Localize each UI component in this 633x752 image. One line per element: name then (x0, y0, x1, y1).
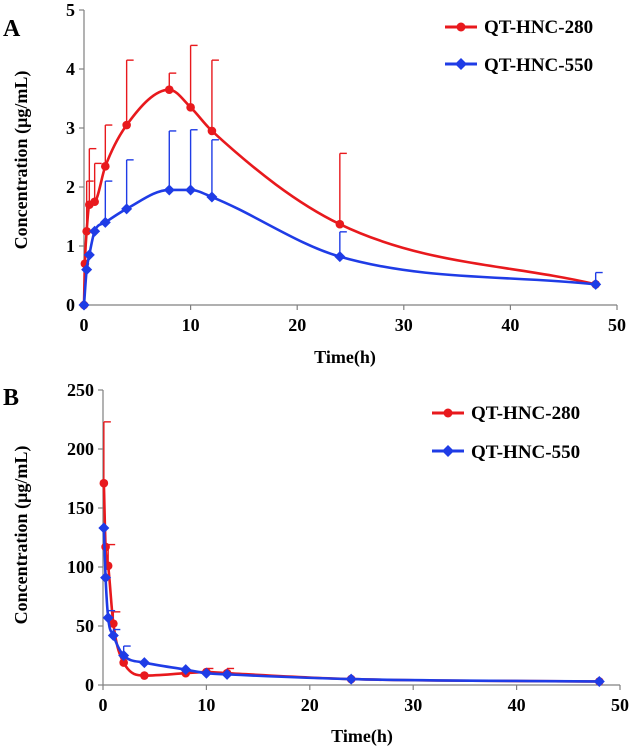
panel-a-x-axis-title: Time(h) (314, 347, 376, 368)
panel-b-plot-area (98, 421, 605, 687)
y-tick-label: 5 (66, 0, 75, 20)
data-point-qt-hnc-550 (590, 278, 602, 290)
series-line-qt-hnc-280 (102, 483, 600, 683)
data-point-qt-hnc-550 (107, 629, 119, 641)
legend-label-280-b: QT-HNC-280 (471, 403, 580, 424)
legend-marker-550-b (442, 445, 454, 457)
data-point-qt-hnc-550 (99, 216, 111, 228)
x-tick-label: 0 (80, 315, 89, 335)
y-tick-label: 4 (66, 59, 75, 79)
y-tick-label: 200 (67, 439, 94, 459)
data-point-qt-hnc-550 (81, 264, 93, 276)
x-tick-label: 40 (508, 695, 526, 715)
data-point-qt-hnc-550 (121, 203, 133, 215)
data-point-qt-hnc-550 (100, 572, 112, 584)
x-tick-label: 50 (608, 315, 626, 335)
data-point-qt-hnc-280 (164, 85, 174, 94)
data-point-qt-hnc-550 (163, 184, 175, 196)
x-tick-label: 20 (301, 695, 319, 715)
y-tick-label: 2 (66, 177, 75, 197)
data-point-qt-hnc-550 (83, 249, 95, 261)
data-point-qt-hnc-550 (200, 667, 212, 679)
data-point-qt-hnc-550 (118, 650, 130, 661)
legend-label-550: QT-HNC-550 (484, 55, 593, 76)
panel-b-x-axis-title: Time(h) (331, 726, 393, 747)
legend-marker-550 (455, 58, 467, 70)
data-point-qt-hnc-550 (221, 668, 233, 680)
data-point-qt-hnc-550 (345, 673, 357, 685)
x-tick-label: 20 (288, 315, 306, 335)
y-tick-label: 1 (66, 236, 75, 256)
series-line-qt-hnc-550 (102, 528, 600, 683)
data-point-qt-hnc-550 (138, 657, 150, 669)
data-point-qt-hnc-550 (206, 191, 218, 203)
y-tick-label: 0 (85, 675, 94, 695)
data-point-qt-hnc-550 (180, 664, 192, 676)
data-point-qt-hnc-550 (593, 675, 605, 687)
panel-b: B Concentration (µg/mL) Time(h) 05010015… (3, 380, 629, 747)
data-point-qt-hnc-280 (186, 103, 195, 112)
y-tick-label: 150 (67, 498, 94, 518)
data-point-qt-hnc-550 (334, 251, 346, 263)
data-point-qt-hnc-280 (207, 126, 217, 136)
y-tick-label: 250 (67, 380, 94, 400)
data-point-qt-hnc-280 (90, 197, 99, 207)
y-tick-label: 3 (66, 118, 75, 138)
x-tick-label: 30 (404, 695, 422, 715)
legend-marker-280-b (443, 408, 453, 418)
x-tick-label: 0 (99, 695, 108, 715)
data-point-qt-hnc-280 (140, 671, 149, 680)
legend-label-550-b: QT-HNC-550 (471, 442, 580, 463)
data-point-qt-hnc-280 (335, 219, 345, 229)
data-point-qt-hnc-280 (122, 120, 131, 130)
panel-a-legend: QT-HNC-280 QT-HNC-550 (445, 17, 593, 76)
panel-a-label: A (3, 16, 21, 42)
panel-a-plot-area (78, 44, 603, 311)
y-tick-label: 100 (67, 557, 94, 577)
y-tick-label: 50 (76, 616, 94, 636)
data-point-qt-hnc-550 (185, 184, 197, 196)
x-tick-label: 50 (611, 695, 629, 715)
y-tick-label: 0 (66, 295, 75, 315)
panel-b-y-axis-title: Concentration (µg/mL) (11, 446, 32, 625)
data-point-qt-hnc-550 (89, 225, 101, 237)
data-point-qt-hnc-280 (99, 478, 109, 488)
legend-label-280: QT-HNC-280 (484, 17, 593, 38)
data-point-qt-hnc-280 (101, 162, 110, 171)
x-tick-label: 10 (182, 315, 200, 335)
panel-b-label: B (3, 385, 19, 411)
data-point-qt-hnc-550 (78, 299, 90, 311)
x-tick-label: 10 (197, 695, 215, 715)
x-tick-label: 30 (395, 315, 413, 335)
panel-b-legend: QT-HNC-280 QT-HNC-550 (432, 403, 580, 463)
data-point-qt-hnc-550 (98, 522, 110, 534)
data-point-qt-hnc-280 (82, 226, 91, 236)
panel-b-axes: 0 50 100 150 200 250 0 10 20 30 40 50 (67, 380, 629, 715)
data-point-qt-hnc-280 (109, 619, 118, 628)
data-point-qt-hnc-280 (119, 658, 128, 667)
panel-a-y-axis-title: Concentration (µg/mL) (11, 71, 32, 250)
x-tick-label: 40 (501, 315, 519, 335)
legend-marker-280 (456, 22, 466, 32)
data-point-qt-hnc-550 (102, 612, 114, 624)
